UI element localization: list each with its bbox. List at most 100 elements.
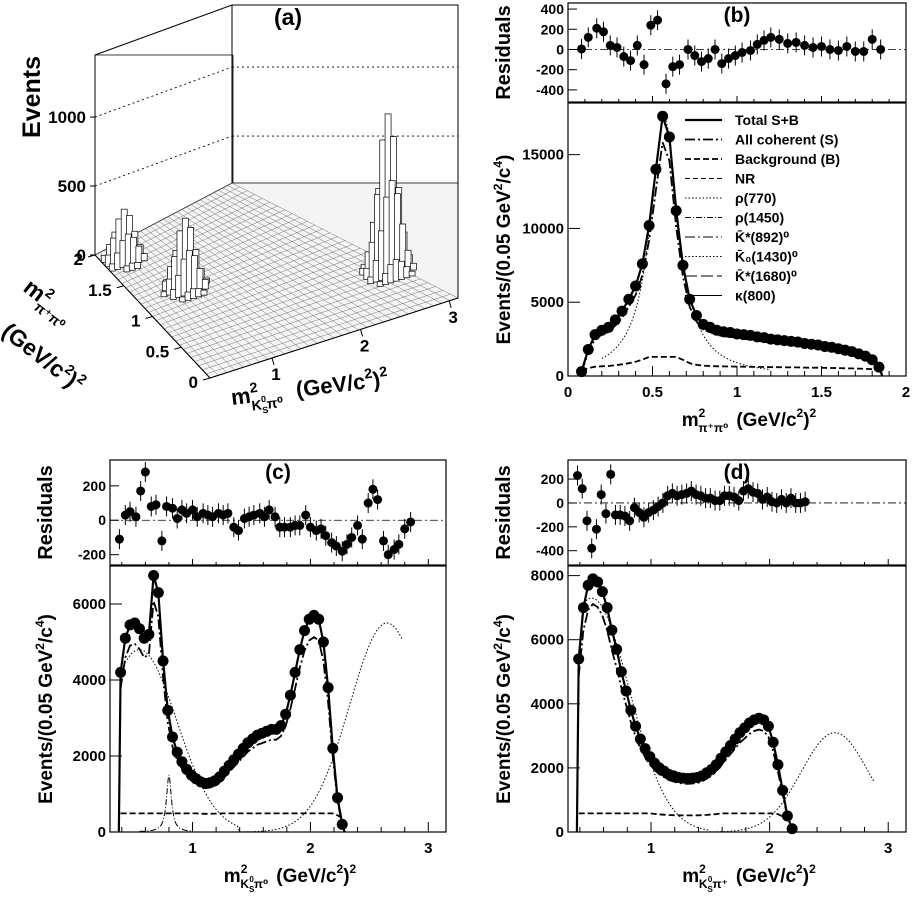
residual-point — [619, 52, 629, 62]
y-tick — [174, 346, 182, 350]
y-tick-label: 8000 — [531, 568, 564, 585]
data-point — [630, 280, 642, 292]
residual-point — [766, 32, 776, 42]
data-point — [616, 305, 628, 317]
y-tick-label: 0 — [98, 824, 106, 841]
y-axis-title-sub: π⁺π⁰ — [31, 299, 68, 333]
residual-point — [825, 44, 835, 54]
lego-bar — [410, 262, 417, 271]
z-gridline — [94, 66, 233, 118]
y-axis-title: Events/(0.05 GeV2/c4) — [491, 155, 515, 345]
residual-y-tick-label: 0 — [556, 495, 564, 511]
panel-title: (b) — [724, 4, 751, 27]
data-point — [577, 602, 589, 614]
curve-background — [581, 356, 880, 372]
y-tick-label: 1 — [131, 312, 140, 331]
data-point — [157, 655, 169, 667]
y-tick — [145, 316, 153, 319]
x-axis-title-m: m — [682, 866, 699, 887]
residual-point — [572, 471, 582, 481]
data-point — [166, 731, 178, 743]
data-point — [623, 293, 635, 305]
x-axis-title-sub: π⁺ — [712, 877, 728, 891]
x-axis-title-sup: 2 — [699, 406, 706, 420]
residual-point — [625, 516, 635, 526]
data-point — [866, 354, 878, 366]
residual-point — [347, 532, 357, 542]
data-point — [332, 792, 344, 804]
x-axis-title-sub-0: 0 — [260, 394, 266, 405]
data-point — [592, 576, 604, 588]
residual-point — [690, 51, 700, 61]
x-axis-title-sub: π⁺π⁰ — [698, 421, 728, 435]
x-axis-title-sup: 2 — [797, 406, 804, 420]
residual-point — [140, 467, 150, 477]
y-axis-title-sup: 4 — [491, 620, 505, 627]
x-axis-title-m: m — [682, 410, 699, 431]
y-axis-title-part: /c — [494, 167, 515, 183]
residual-point — [867, 34, 877, 44]
residual-point — [653, 15, 663, 25]
x-axis-title-unit: (GeV/c — [736, 866, 797, 887]
residual-point — [331, 541, 341, 551]
data-point — [777, 784, 789, 796]
data-point — [786, 823, 798, 835]
z-gridline — [94, 135, 233, 187]
lego-bar — [134, 262, 141, 269]
residuals-axis-title: Residuals — [493, 465, 515, 559]
x-tick-label: 2 — [902, 384, 910, 401]
residual-point — [587, 543, 597, 553]
y-axis-title-part: Events/(0.05 GeV — [36, 649, 57, 804]
legend-label: Total S+B — [735, 112, 799, 128]
residual-point — [734, 496, 744, 506]
data-point — [171, 746, 183, 758]
data-point — [639, 743, 651, 755]
lego-grid-line — [163, 251, 368, 329]
data-point — [119, 632, 131, 644]
residual-point — [577, 44, 587, 54]
residual-point — [759, 35, 769, 45]
curve-total — [575, 577, 796, 833]
y-tick-label: 0.5 — [146, 342, 170, 361]
residual-point — [321, 531, 331, 541]
data-point — [289, 666, 301, 678]
residual-y-tick-label: 400 — [541, 1, 565, 17]
residual-point — [114, 534, 124, 544]
x-axis-title-m: m — [230, 383, 252, 410]
residual-point — [774, 34, 784, 44]
residual-point — [626, 56, 636, 66]
x-axis-title: m2 π⁺π⁰ (GeV/c2)2 — [682, 406, 817, 435]
residual-point — [703, 54, 713, 64]
residual-point — [368, 484, 378, 494]
panel-title: (d) — [724, 461, 751, 484]
data-point — [148, 570, 160, 581]
residual-point — [172, 514, 182, 524]
data-point — [115, 666, 127, 678]
y-tick-label: 6000 — [73, 596, 106, 613]
curve-rho770 — [601, 116, 770, 370]
x-tick-label: 1 — [733, 384, 741, 401]
residual-point — [379, 536, 389, 546]
residual-point — [612, 42, 622, 52]
residual-point — [151, 500, 161, 510]
x-axis-title-unit: ) — [803, 410, 809, 431]
y-axis-title-sup: 2 — [491, 183, 505, 190]
lego-grid-line — [121, 209, 285, 284]
residual-y-tick-label: -200 — [536, 519, 564, 535]
lego-grid-line — [198, 286, 436, 366]
data-point — [762, 720, 774, 732]
residual-point — [661, 79, 671, 89]
z-tick-label: 0 — [77, 246, 86, 265]
residual-point — [639, 60, 649, 70]
x-axis-title-unit: (GeV/c — [736, 410, 797, 431]
data-point — [609, 314, 621, 326]
residual-point — [668, 62, 678, 72]
y-tick-label: 4000 — [73, 672, 106, 689]
lego-grid-line — [156, 244, 353, 321]
x-axis-title-unit: ) — [343, 866, 349, 887]
residual-point — [337, 546, 347, 556]
x-axis-title-sup: 2 — [809, 862, 816, 876]
lego-grid-line — [179, 267, 398, 346]
